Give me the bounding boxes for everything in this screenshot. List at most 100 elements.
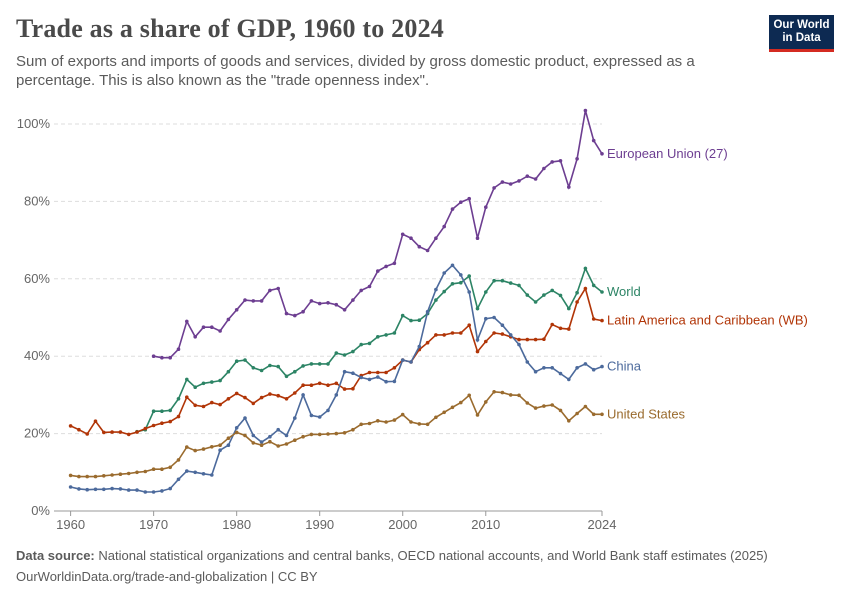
data-point[interactable] <box>583 108 588 113</box>
data-point[interactable] <box>384 379 388 384</box>
data-point[interactable] <box>450 282 455 286</box>
data-point[interactable] <box>218 448 222 453</box>
data-point[interactable] <box>93 474 98 479</box>
data-point[interactable] <box>367 370 372 375</box>
data-point[interactable] <box>484 400 488 404</box>
data-point[interactable] <box>77 487 81 491</box>
data-point[interactable] <box>251 441 256 445</box>
data-point[interactable] <box>102 487 106 492</box>
data-point[interactable] <box>425 422 430 427</box>
data-point[interactable] <box>185 469 189 473</box>
data-point[interactable] <box>268 434 272 439</box>
data-point[interactable] <box>151 490 156 494</box>
data-point[interactable] <box>118 472 123 477</box>
data-point[interactable] <box>450 207 455 211</box>
data-point[interactable] <box>85 487 89 492</box>
data-point[interactable] <box>367 377 372 382</box>
data-point[interactable] <box>533 177 538 181</box>
data-point[interactable] <box>450 405 455 410</box>
data-point[interactable] <box>434 287 438 292</box>
data-point[interactable] <box>293 438 297 443</box>
data-point[interactable] <box>392 379 397 384</box>
data-point[interactable] <box>317 432 322 437</box>
data-point[interactable] <box>467 323 472 327</box>
data-point[interactable] <box>168 419 172 424</box>
data-point[interactable] <box>492 278 496 283</box>
data-point[interactable] <box>276 427 281 432</box>
data-point[interactable] <box>376 370 380 375</box>
data-point[interactable] <box>126 432 131 437</box>
data-point[interactable] <box>367 341 372 346</box>
data-point[interactable] <box>334 393 339 397</box>
series-line[interactable] <box>136 266 603 433</box>
data-point[interactable] <box>600 364 604 369</box>
data-point[interactable] <box>517 283 521 288</box>
data-point[interactable] <box>384 420 388 424</box>
series-world[interactable] <box>135 266 604 434</box>
data-point[interactable] <box>268 363 272 368</box>
data-point[interactable] <box>400 358 405 362</box>
data-point[interactable] <box>392 366 397 370</box>
data-point[interactable] <box>251 401 256 406</box>
data-point[interactable] <box>600 152 604 156</box>
data-point[interactable] <box>193 403 197 408</box>
data-point[interactable] <box>85 474 89 479</box>
data-point[interactable] <box>575 300 579 304</box>
data-point[interactable] <box>351 298 355 302</box>
data-point[interactable] <box>168 486 172 491</box>
data-point[interactable] <box>334 381 339 386</box>
data-point[interactable] <box>459 273 463 277</box>
data-point[interactable] <box>326 432 330 436</box>
data-point[interactable] <box>317 362 322 366</box>
data-point[interactable] <box>492 331 496 335</box>
data-point[interactable] <box>168 355 172 360</box>
data-point[interactable] <box>151 423 156 428</box>
data-point[interactable] <box>542 366 546 370</box>
data-point[interactable] <box>168 465 172 470</box>
data-point[interactable] <box>176 397 181 401</box>
data-point[interactable] <box>558 159 563 163</box>
data-point[interactable] <box>475 349 480 354</box>
data-point[interactable] <box>243 358 247 362</box>
data-point[interactable] <box>143 490 148 494</box>
data-point[interactable] <box>533 406 538 410</box>
data-point[interactable] <box>542 337 546 341</box>
data-point[interactable] <box>259 395 264 400</box>
data-point[interactable] <box>226 443 231 448</box>
data-point[interactable] <box>293 313 297 318</box>
data-point[interactable] <box>284 397 289 401</box>
data-point[interactable] <box>342 431 347 435</box>
data-point[interactable] <box>467 274 472 278</box>
series-china[interactable] <box>68 263 604 494</box>
data-point[interactable] <box>392 261 397 266</box>
data-point[interactable] <box>309 362 314 366</box>
data-point[interactable] <box>500 180 505 184</box>
data-point[interactable] <box>342 353 347 357</box>
data-point[interactable] <box>218 402 222 407</box>
data-point[interactable] <box>85 432 89 436</box>
data-point[interactable] <box>234 430 239 435</box>
data-point[interactable] <box>243 298 247 302</box>
data-point[interactable] <box>459 200 463 204</box>
data-point[interactable] <box>533 369 538 374</box>
series-line[interactable] <box>70 286 603 436</box>
data-point[interactable] <box>218 329 222 333</box>
data-point[interactable] <box>77 474 81 479</box>
data-point[interactable] <box>309 413 314 418</box>
data-point[interactable] <box>567 185 571 189</box>
data-point[interactable] <box>110 473 114 477</box>
data-point[interactable] <box>434 333 438 337</box>
data-point[interactable] <box>442 289 447 294</box>
data-point[interactable] <box>243 416 247 420</box>
data-point[interactable] <box>525 174 530 178</box>
data-point[interactable] <box>434 415 438 420</box>
data-point[interactable] <box>425 309 430 314</box>
data-point[interactable] <box>591 283 596 288</box>
data-point[interactable] <box>384 333 388 337</box>
data-point[interactable] <box>293 391 297 395</box>
data-point[interactable] <box>583 266 588 271</box>
data-point[interactable] <box>425 248 430 253</box>
data-point[interactable] <box>425 340 430 345</box>
data-point[interactable] <box>259 299 264 303</box>
data-point[interactable] <box>176 347 181 351</box>
